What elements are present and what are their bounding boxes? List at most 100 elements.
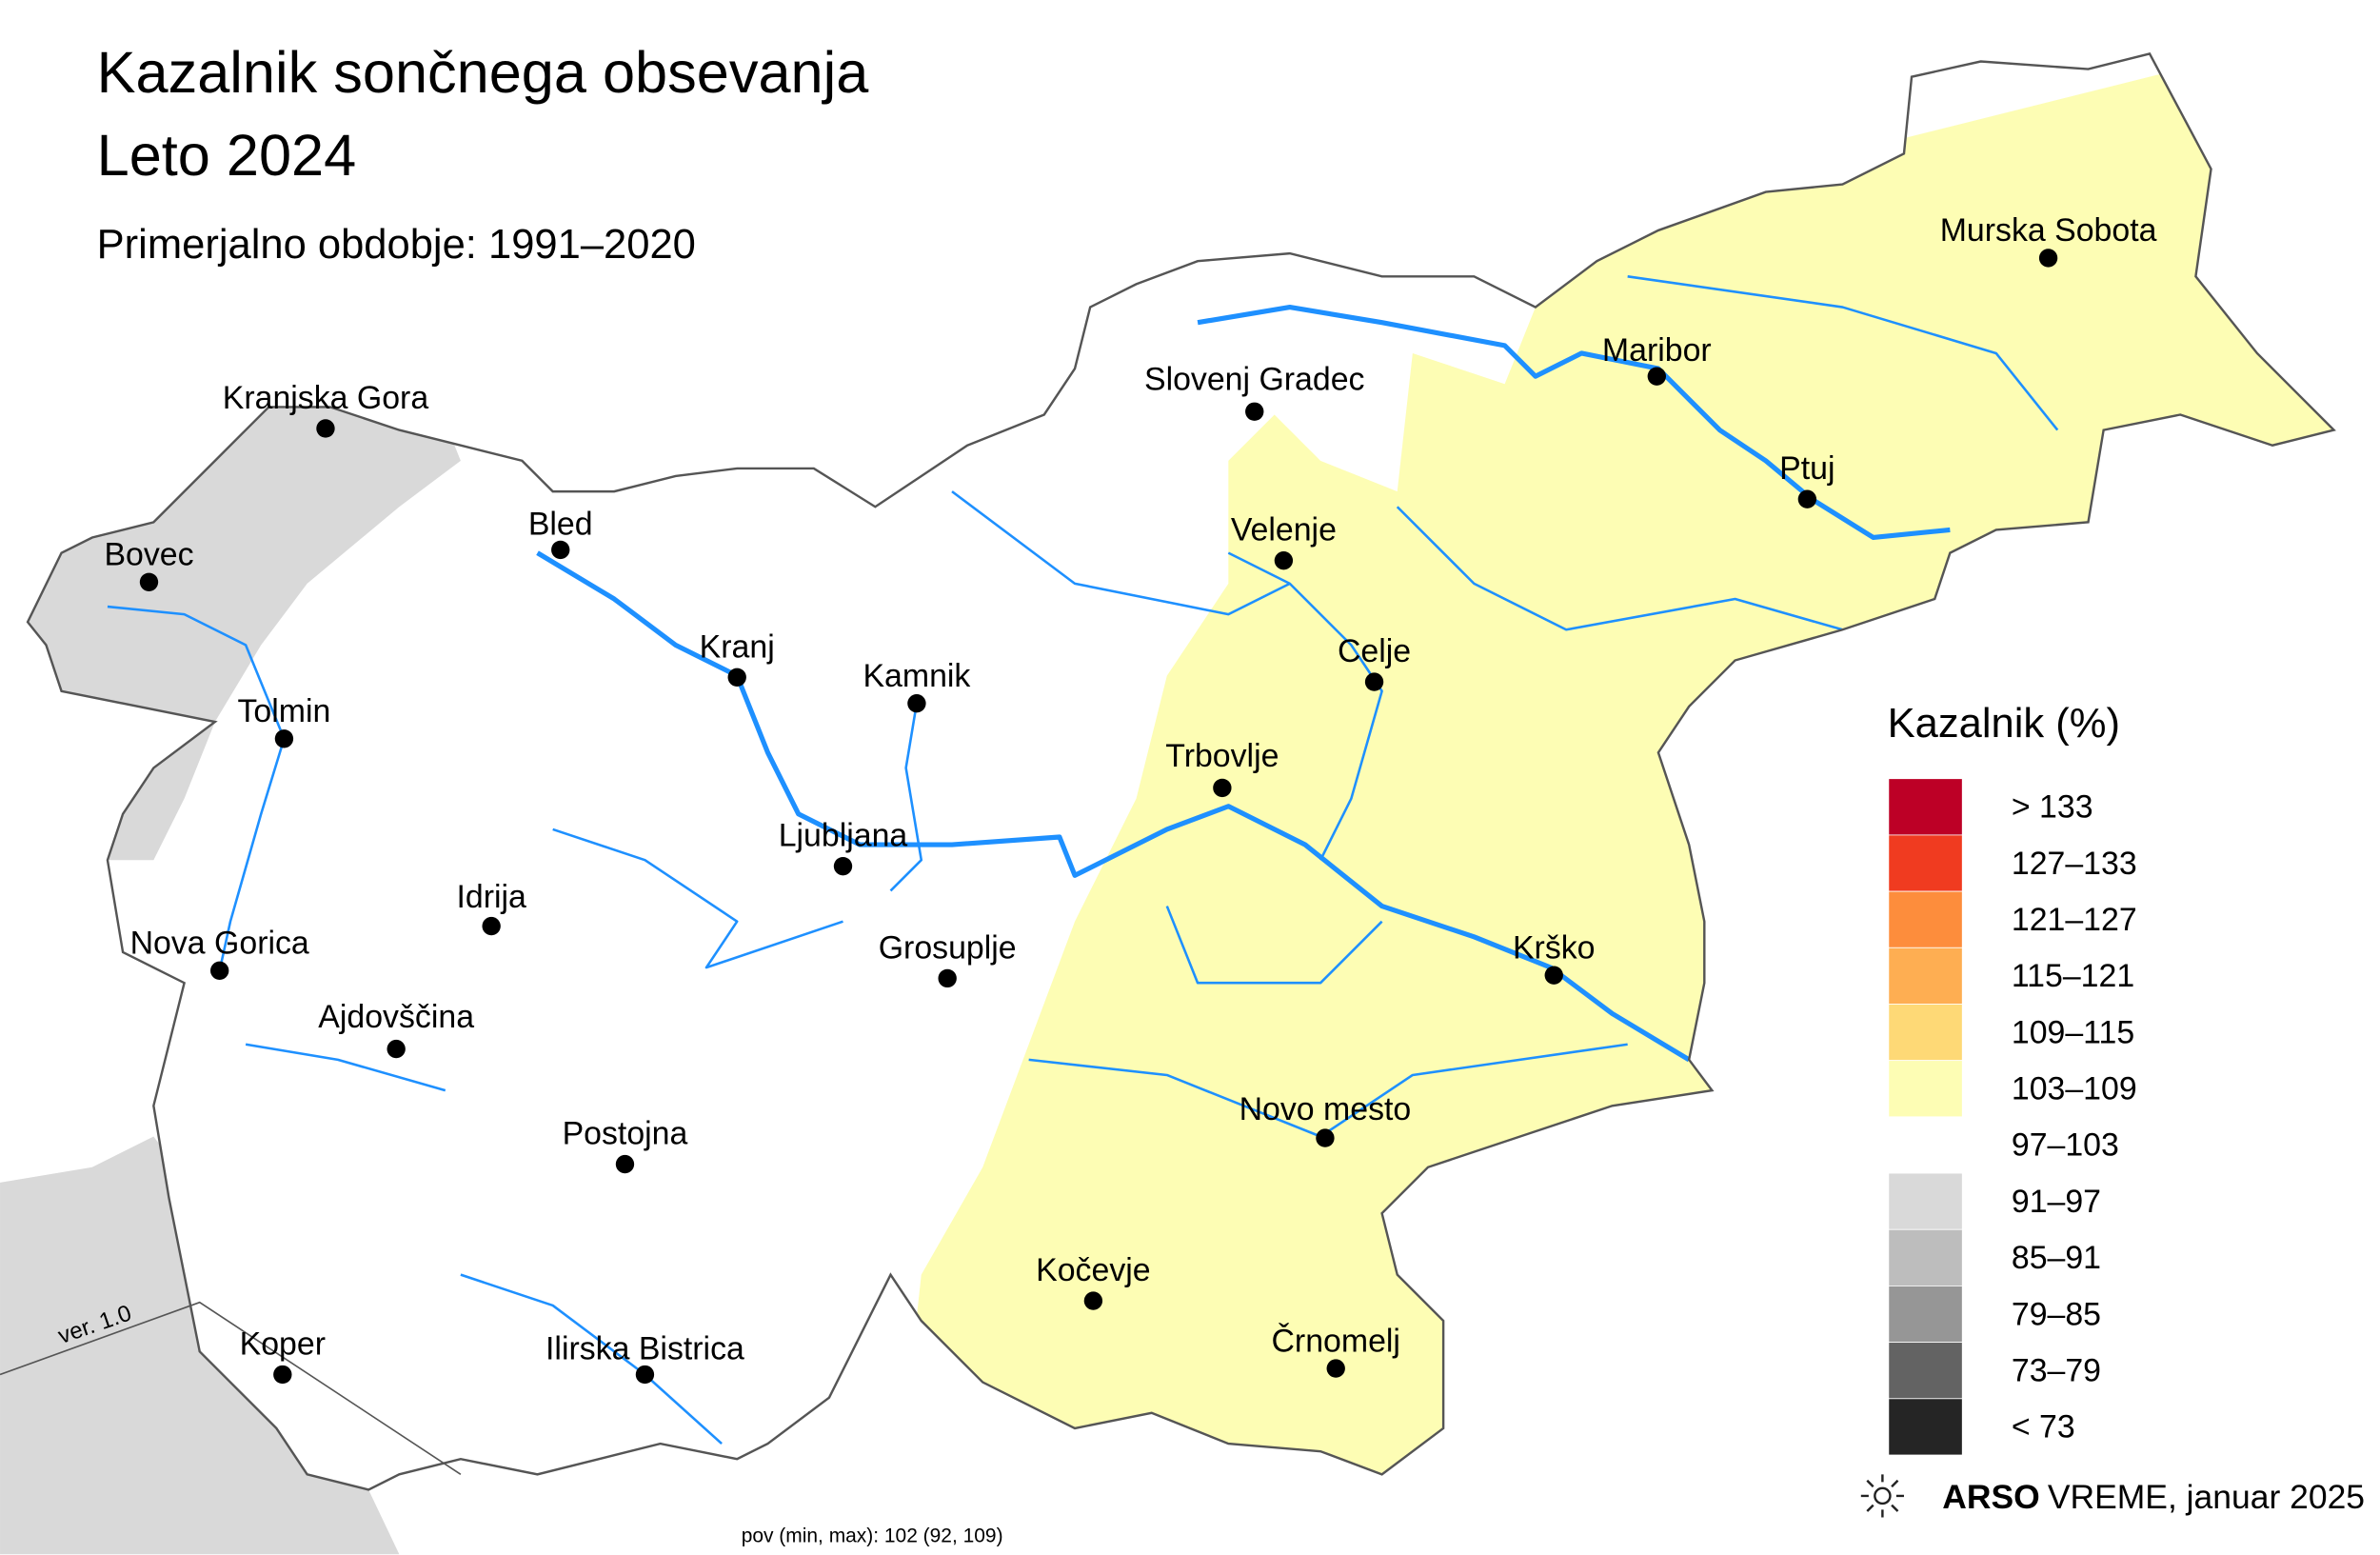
legend-label: < 73 [2012,1409,2075,1445]
city-dot [387,1039,406,1059]
legend-label: 121–127 [2012,902,2137,938]
river [552,827,843,969]
cities: Kranjska Gora Bovec Bled Kranj Kamnik Tolmin L… [104,212,2157,1385]
city-dot [1797,489,1817,508]
river [1227,551,1383,861]
legend-label: 73–79 [2012,1353,2101,1389]
footer-brand: ARSO VREME, januar 2025 [1942,1478,2365,1516]
city-label: Slovenj Gradec [1144,362,1365,398]
legend-swatch [1888,834,1963,892]
city-dot [1647,367,1666,386]
city-dot [1364,672,1384,691]
city-label: Ljubljana [779,818,908,854]
city-dot [1213,778,1232,798]
legend-label: 103–109 [2012,1071,2137,1107]
legend-label: 97–103 [2012,1127,2119,1164]
city-dot [1083,1291,1103,1310]
city-dot [2038,249,2058,268]
city-dot [316,419,335,438]
legend-swatch [1888,947,1963,1005]
river [951,490,1291,616]
city-label: Ajdovščina [318,999,474,1035]
legend-label: 127–133 [2012,846,2137,882]
date: , januar 2025 [2168,1478,2365,1516]
river [889,703,923,892]
city-label: Bled [528,506,593,542]
legend-swatch [1888,1342,1963,1400]
title: Leto 2024 [97,123,357,188]
city-dot [635,1365,655,1385]
city-dot [615,1154,635,1174]
city-dot [1245,402,1264,421]
city-dot [139,572,159,591]
logo-icon [1874,1486,1892,1505]
legend-label: 91–97 [2012,1184,2101,1220]
legend-swatch [1888,1398,1963,1456]
city-label: Koper [240,1326,326,1363]
legend-swatch [1888,1116,1963,1174]
legend-label: 115–121 [2012,958,2134,994]
legend-title: Kazalnik (%) [1888,701,2120,747]
city-dot [273,1365,292,1385]
city-label: Kranj [700,628,775,665]
city-label: Velenje [1231,512,1337,548]
city-label: Murska Sobota [1940,212,2157,249]
city-dot [1274,551,1294,570]
boundary-line [0,1301,462,1475]
river [245,1043,446,1092]
legend-label: > 133 [2012,789,2093,826]
legend-swatch [1888,1172,1963,1230]
legend-label: 85–91 [2012,1240,2101,1276]
city-label: Kočevje [1036,1252,1150,1288]
river [1165,906,1383,985]
city-dot [938,968,957,988]
city-label: Idrija [456,879,526,915]
river [1197,304,1951,541]
city-dot [482,916,501,936]
city-label: Krško [1513,929,1596,966]
city-label: Ilirska Bistrica [545,1330,744,1366]
city-dot [727,668,746,687]
river [460,1273,723,1445]
city-label: Kranjska Gora [223,380,429,416]
legend-label: 109–115 [2012,1014,2134,1050]
legend-swatch [1888,1060,1963,1118]
city-dot [274,729,294,748]
city-dot [551,540,570,560]
stats: pov (min, max): 102 (92, 109) [742,1525,1003,1546]
legend-label: 79–85 [2012,1296,2101,1332]
city-label: Maribor [1602,332,1712,369]
river [1396,506,1843,631]
city-label: Ptuj [1779,450,1835,487]
city-label: Grosuplje [879,929,1017,966]
city-label: Tolmin [238,693,331,729]
city-label: Postojna [563,1116,688,1152]
city-label: Kamnik [863,658,970,694]
city-dot [907,694,926,713]
logo-icon [1860,1474,1904,1518]
city-label: Trbovlje [1165,738,1279,774]
brand: VREME [2048,1478,2168,1516]
legend-swatch [1888,1228,1963,1286]
river [1627,275,2059,431]
city-dot [1316,1128,1335,1147]
city-dot [1326,1359,1345,1378]
city-label: Novo mesto [1240,1091,1412,1127]
logo [1860,1474,1904,1518]
city-label: Bovec [104,537,193,573]
city-dot [1544,966,1563,985]
subtitle: Primerjalno obdobje: 1991–2020 [97,222,696,268]
title: Kazalnik sončnega obsevanja [97,40,870,105]
city-dot [833,856,853,876]
city-dot [210,961,229,980]
legend: > 133 127–133 121–127 115–121 109–115 103–109… [1888,778,2137,1456]
legend-swatch [1888,890,1963,948]
river [536,550,1691,1063]
brand-bold: ARSO [1942,1478,2039,1516]
city-label: Črnomelj [1271,1323,1399,1359]
city-label: Celje [1338,633,1411,669]
legend-swatch [1888,778,1963,836]
legend-swatch [1888,1004,1963,1062]
